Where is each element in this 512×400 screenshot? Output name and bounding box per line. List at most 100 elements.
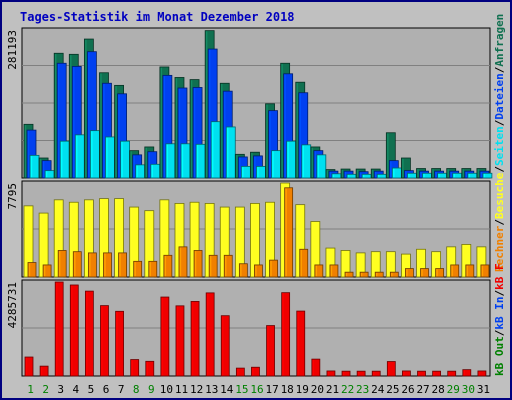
legend-separator: / — [493, 219, 506, 226]
bar-kb-f-day-17 — [266, 325, 275, 377]
bar-kb-f-day-19 — [296, 310, 306, 377]
bar-highlight — [242, 167, 244, 178]
bar-rechner-day-14 — [223, 254, 233, 278]
day-label-22: 22 — [341, 383, 354, 396]
day-label-10: 10 — [160, 383, 173, 396]
bar-highlight — [118, 94, 120, 178]
bar-highlight — [237, 368, 239, 376]
bar-highlight — [311, 147, 314, 178]
day-label-9: 9 — [148, 383, 155, 396]
bar-rechner-day-27 — [420, 268, 429, 278]
bar-kb-f-day-31 — [477, 370, 487, 377]
bar-highlight — [270, 260, 272, 277]
bar-highlight — [393, 168, 395, 178]
bar-kb-f-day-20 — [311, 358, 321, 377]
bar-highlight — [266, 104, 268, 178]
bar-highlight — [255, 265, 257, 277]
bar-highlight — [24, 206, 27, 277]
bar-highlight — [477, 169, 480, 178]
right-legend: Rechner/Besuche/Seiten/Dateien/Anfragenk… — [493, 14, 506, 376]
bar-highlight — [282, 293, 284, 376]
bar-highlight — [71, 285, 73, 376]
bar-rechner-day-4 — [72, 251, 82, 278]
bar-highlight — [296, 205, 298, 277]
bar-highlight — [341, 169, 344, 178]
bar-highlight — [209, 256, 212, 277]
bar-highlight — [205, 204, 208, 277]
bar-highlight — [417, 250, 419, 277]
bar-highlight — [356, 169, 359, 178]
bar-highlight — [70, 203, 72, 277]
bar-highlight — [297, 311, 299, 376]
bar-highlight — [163, 76, 166, 178]
bar-highlight — [149, 262, 151, 277]
bar-highlight — [403, 371, 405, 376]
bar-highlight — [227, 127, 229, 178]
bar-highlight — [115, 86, 117, 178]
bar-rechner-day-3 — [57, 250, 67, 278]
bar-highlight — [208, 49, 211, 178]
bar-rechner-day-1 — [27, 262, 37, 278]
bar-highlight — [190, 203, 193, 277]
bar-highlight — [357, 371, 360, 376]
legend-item-besuche: Besuche — [493, 172, 506, 219]
bar-highlight — [342, 371, 345, 376]
bar-highlight — [74, 252, 76, 277]
bar-rechner-day-30 — [465, 264, 475, 278]
bar-highlight — [205, 31, 208, 178]
bar-kb-f-day-14 — [220, 315, 230, 377]
bar-kb-f-day-10 — [160, 296, 170, 377]
bar-highlight — [327, 371, 330, 376]
day-label-21: 21 — [326, 383, 339, 396]
bar-rechner-day-23 — [359, 271, 369, 278]
bar-highlight — [423, 174, 425, 178]
bar-highlight — [88, 52, 90, 178]
bar-highlight — [287, 141, 289, 178]
bar-highlight — [373, 371, 375, 376]
bar-highlight — [332, 174, 335, 178]
bar-highlight — [272, 151, 274, 178]
bar-highlight — [133, 155, 135, 178]
bar-highlight — [131, 360, 133, 376]
bar-highlight — [462, 169, 465, 178]
bar-highlight — [391, 272, 393, 277]
bar-highlight — [191, 302, 194, 376]
bar-highlight — [375, 171, 377, 178]
bar-highlight — [435, 171, 437, 178]
bar-highlight — [54, 200, 57, 277]
bar-highlight — [28, 263, 31, 277]
bar-rechner-day-19 — [299, 248, 309, 278]
bar-kb-f-day-11 — [175, 305, 185, 377]
legend-separator: / — [493, 166, 506, 173]
bar-rechner-day-12 — [193, 250, 203, 278]
day-label-31: 31 — [477, 383, 490, 396]
bar-highlight — [406, 269, 408, 277]
bar-rechner-day-20 — [314, 264, 324, 278]
day-label-2: 2 — [42, 383, 49, 396]
bar-highlight — [453, 174, 455, 178]
legend-separator: / — [493, 290, 506, 297]
bar-highlight — [299, 93, 301, 178]
bar-kb-f-day-12 — [190, 301, 200, 377]
bar-highlight — [302, 145, 304, 178]
bar-highlight — [281, 183, 283, 277]
bar-highlight — [39, 213, 42, 277]
bar-kb-f-day-26 — [402, 370, 411, 377]
bar-highlight — [436, 269, 438, 277]
bar-highlight — [481, 265, 484, 277]
panel-1: 281193 — [6, 27, 493, 179]
bar-kb-f-day-8 — [130, 359, 140, 377]
bar-highlight — [362, 175, 365, 178]
bar-highlight — [387, 133, 389, 178]
bar-highlight — [451, 265, 453, 277]
bar-highlight — [39, 158, 42, 178]
legend-item-seiten: Seiten — [493, 126, 506, 166]
day-label-15: 15 — [235, 383, 248, 396]
bar-highlight — [317, 155, 320, 178]
bar-highlight — [103, 84, 105, 178]
bar-highlight — [251, 153, 253, 178]
day-label-3: 3 — [57, 383, 64, 396]
bar-highlight — [252, 368, 254, 376]
bar-highlight — [176, 306, 179, 376]
bar-rechner-day-15 — [238, 263, 248, 278]
